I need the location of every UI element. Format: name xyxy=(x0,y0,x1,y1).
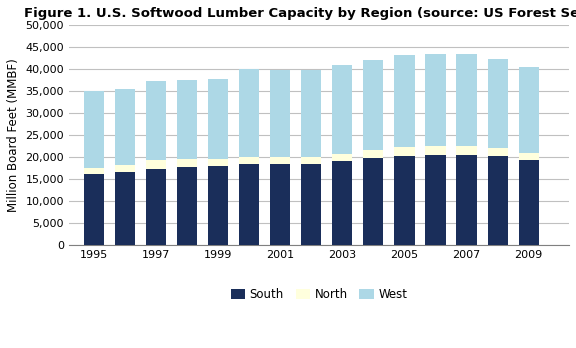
Bar xyxy=(456,54,477,146)
Bar xyxy=(363,150,384,158)
Bar xyxy=(395,156,415,245)
Bar xyxy=(426,155,446,245)
Bar xyxy=(146,81,166,160)
Bar xyxy=(146,160,166,169)
Bar xyxy=(518,67,539,153)
Legend: South, North, West: South, North, West xyxy=(226,284,412,306)
Bar xyxy=(146,169,166,245)
Bar xyxy=(332,154,353,161)
Bar xyxy=(84,168,104,174)
Bar xyxy=(426,146,446,155)
Bar xyxy=(487,156,507,245)
Bar xyxy=(115,89,135,165)
Bar xyxy=(518,153,539,159)
Bar xyxy=(332,161,353,245)
Y-axis label: Million Board Feet (MMBF): Million Board Feet (MMBF) xyxy=(7,58,20,212)
Bar xyxy=(208,166,228,245)
Bar xyxy=(487,148,507,156)
Bar xyxy=(177,80,197,159)
Bar xyxy=(177,167,197,245)
Bar xyxy=(208,159,228,166)
Bar xyxy=(270,70,290,157)
Bar xyxy=(301,157,321,164)
Bar xyxy=(332,65,353,154)
Bar xyxy=(456,146,477,155)
Bar xyxy=(301,164,321,245)
Bar xyxy=(239,157,259,164)
Bar xyxy=(84,91,104,168)
Bar xyxy=(208,79,228,159)
Text: Figure 1. U.S. Softwood Lumber Capacity by Region (source: US Forest Service): Figure 1. U.S. Softwood Lumber Capacity … xyxy=(24,7,576,20)
Bar xyxy=(395,55,415,147)
Bar xyxy=(363,158,384,245)
Bar xyxy=(487,59,507,148)
Bar xyxy=(239,164,259,245)
Bar xyxy=(301,70,321,157)
Bar xyxy=(239,69,259,157)
Bar xyxy=(84,174,104,245)
Bar xyxy=(270,164,290,245)
Bar xyxy=(115,165,135,172)
Bar xyxy=(270,157,290,164)
Bar xyxy=(177,159,197,167)
Bar xyxy=(115,172,135,245)
Bar xyxy=(518,159,539,245)
Bar xyxy=(395,147,415,156)
Bar xyxy=(456,155,477,245)
Bar xyxy=(426,54,446,146)
Bar xyxy=(363,61,384,150)
